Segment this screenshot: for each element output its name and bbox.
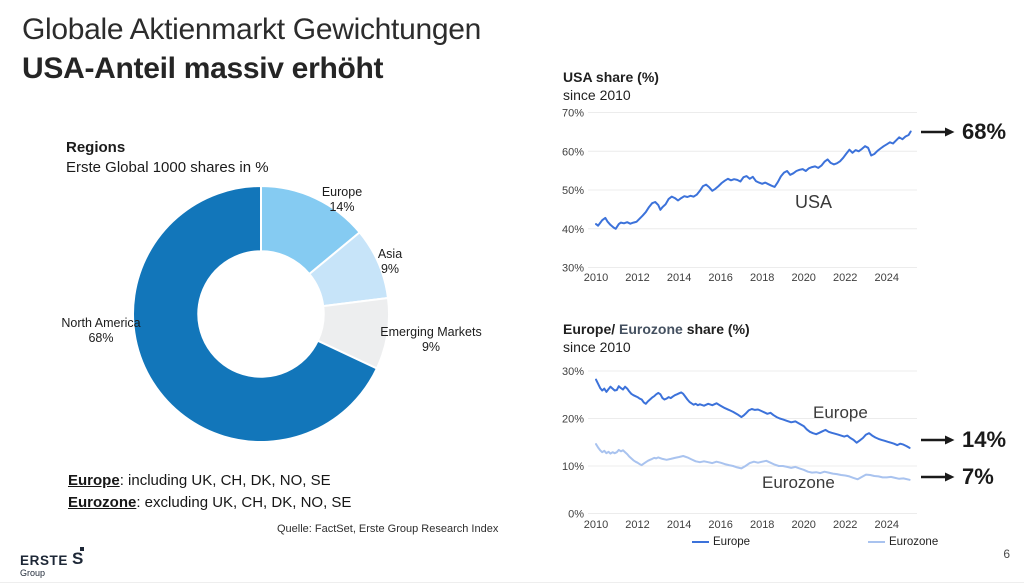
usa-chart-header: USA share (%) since 2010 (563, 68, 659, 104)
eurozone-annotation: 7% (921, 464, 994, 490)
europe-annotation: 14% (921, 427, 1006, 453)
y-axis-tick-label: 40% (562, 224, 584, 236)
usa-chart-title: USA share (%) (563, 69, 659, 85)
x-axis-tick-label: 2022 (833, 519, 857, 531)
y-axis-tick-label: 0% (568, 509, 584, 521)
eurozone-series-line (595, 443, 911, 481)
page-number: 6 (1003, 547, 1010, 561)
erste-group-logo: ERSTE S Group (20, 547, 85, 578)
y-axis-tick-label: 30% (562, 366, 584, 378)
usa-annotation-value: 68% (962, 119, 1007, 144)
eurozone-legend-dash-icon (868, 540, 885, 544)
x-axis-tick-label: 2014 (667, 272, 691, 284)
arrow-right-icon (921, 435, 955, 445)
usa-annotation: 68% (921, 119, 1006, 145)
arrow-right-icon (921, 127, 955, 137)
footnote-eurozone: Eurozone: excluding UK, CH, DK, NO, SE (68, 494, 352, 511)
arrow-right-icon (921, 472, 955, 482)
y-axis-tick-label: 20% (562, 414, 584, 426)
x-axis-tick-label: 2018 (750, 272, 774, 284)
donut-label-asia: Asia 9% (377, 247, 403, 276)
usa-chart-subtitle: since 2010 (563, 87, 631, 103)
x-axis-tick-label: 2020 (791, 519, 815, 531)
sparkasse-s-icon: S (72, 547, 85, 568)
x-axis-tick-label: 2010 (584, 519, 608, 531)
europe-legend-dash-icon (692, 540, 709, 544)
europe-chart-title: Europe/ Eurozone share (%) (563, 321, 750, 337)
donut-chart-subtitle: Erste Global 1000 shares in % (66, 159, 269, 176)
x-axis-tick-label: 2022 (833, 272, 857, 284)
logo-brand-text: ERSTE (20, 553, 69, 568)
bottom-divider (0, 582, 1024, 583)
y-axis-tick-label: 10% (562, 461, 584, 473)
source-note: Quelle: FactSet, Erste Group Research In… (277, 523, 499, 535)
slide-title: Globale Aktienmarkt Gewichtungen USA-Ant… (22, 10, 481, 88)
donut-chart-header: Regions Erste Global 1000 shares in % (66, 138, 269, 178)
footnotes: Europe: including UK, CH, DK, NO, SE Eur… (68, 470, 351, 514)
legend-entry-eurozone: Eurozone (868, 536, 938, 548)
x-axis-tick-label: 2014 (667, 519, 691, 531)
y-axis-tick-label: 50% (562, 185, 584, 197)
usa-series-line (595, 130, 912, 230)
logo-sub-text: Group (20, 568, 46, 578)
y-axis-tick-label: 70% (562, 108, 584, 120)
x-axis-tick-label: 2016 (708, 272, 732, 284)
x-axis-tick-label: 2020 (791, 272, 815, 284)
title-line-2: USA-Anteil massiv erhöht (22, 52, 384, 85)
footnote-europe: Europe: including UK, CH, DK, NO, SE (68, 472, 331, 489)
x-axis-tick-label: 2012 (625, 519, 649, 531)
europe-chart-header: Europe/ Eurozone share (%) since 2010 (563, 320, 750, 356)
x-axis-tick-label: 2010 (584, 272, 608, 284)
y-axis-tick-label: 30% (562, 263, 584, 275)
legend-entry-europe: Europe (692, 536, 750, 548)
y-axis-tick-label: 60% (562, 146, 584, 158)
europe-chart-subtitle: since 2010 (563, 339, 631, 355)
donut-label-europe: Europe 14% (321, 185, 363, 214)
x-axis-tick-label: 2018 (750, 519, 774, 531)
title-line-1: Globale Aktienmarkt Gewichtungen (22, 13, 481, 46)
europe-annotation-value: 14% (962, 427, 1007, 452)
donut-chart-title: Regions (66, 139, 126, 156)
donut-label-north-america: North America 68% (61, 316, 141, 345)
eurozone-annotation-value: 7% (962, 464, 994, 489)
x-axis-tick-label: 2024 (875, 272, 899, 284)
europe-series-line (595, 378, 911, 449)
x-axis-tick-label: 2012 (625, 272, 649, 284)
x-axis-tick-label: 2024 (875, 519, 899, 531)
donut-segment-north-america (132, 184, 379, 443)
donut-label-emerging-markets: Emerging Markets 9% (380, 325, 482, 354)
usa-series-label: USA (795, 192, 833, 212)
eurozone-series-label: Eurozone (762, 473, 835, 492)
europe-series-label: Europe (813, 403, 868, 422)
x-axis-tick-label: 2016 (708, 519, 732, 531)
